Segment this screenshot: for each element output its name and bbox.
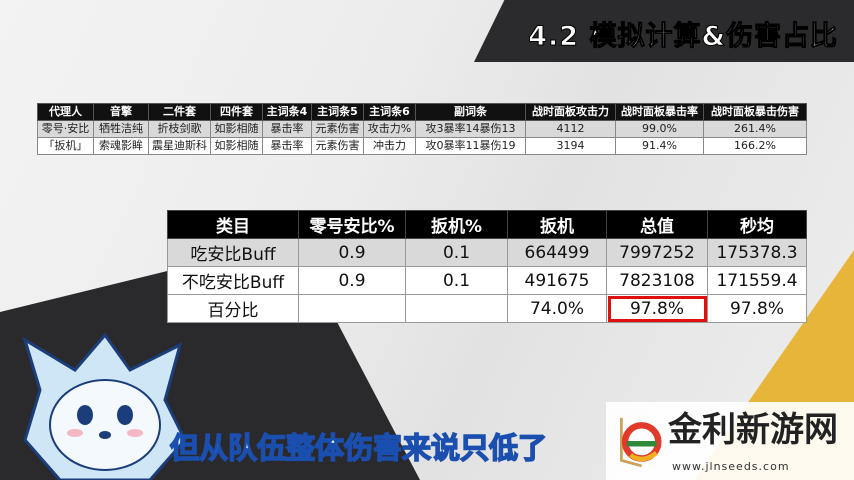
col-header: 秒均 [707,210,807,239]
build-table: 代理人 音擎 二件套 四件套 主词条4 主词条5 主词条6 副词条 战时面板攻击… [37,103,807,155]
col-header: 战时面板暴击率 [615,103,704,121]
damage-table: 类目 零号安比% 扳机% 扳机 总值 秒均 吃安比Buff 0.9 0.1 66… [167,210,807,323]
cell: 攻0暴率11暴伤19 [415,137,526,155]
cell: 索魂影眸 [93,137,149,155]
cell: 99.0% [615,120,704,138]
cell: 0.9 [298,266,406,295]
cell: 74.0% [507,294,607,323]
cell: 如影相随 [210,120,263,138]
table-row: 「扳机」 索魂影眸 震星迪斯科 如影相随 暴击率 元素伤害 冲击力 攻0暴率11… [37,137,807,155]
table-header-row: 代理人 音擎 二件套 四件套 主词条4 主词条5 主词条6 副词条 战时面板攻击… [37,103,807,121]
cell: 如影相随 [210,137,263,155]
col-header: 类目 [167,210,299,239]
cell: 7997252 [606,238,708,267]
col-header: 四件套 [210,103,263,121]
col-header: 战时面板暴击伤害 [703,103,807,121]
table-row: 零号·安比 牺牲洁纯 折枝剑歌 如影相随 暴击率 元素伤害 攻击力% 攻3暴率1… [37,120,807,138]
cell: 牺牲洁纯 [93,120,149,138]
cell: 664499 [507,238,607,267]
cell: 0.9 [298,238,406,267]
cell: 3194 [525,137,616,155]
watermark-name: 金利新游网 [668,410,838,450]
cell [298,294,406,323]
table-row: 吃安比Buff 0.9 0.1 664499 7997252 175378.3 [167,238,807,267]
cell: 元素伤害 [311,137,364,155]
cell: 97.8% [707,294,807,323]
col-header: 音擎 [93,103,149,121]
table-header-row: 类目 零号安比% 扳机% 扳机 总值 秒均 [167,210,807,239]
cell: 零号·安比 [37,120,94,138]
slide-title: 4.2 模拟计算&伤害占比 [528,21,838,53]
cell: 攻击力% [363,120,416,138]
cell: 暴击率 [262,120,312,138]
cell: 震星迪斯科 [148,137,211,155]
cell: 元素伤害 [311,120,364,138]
cell: 冲击力 [363,137,416,155]
title-banner [474,0,854,62]
col-header: 扳机% [405,210,508,239]
col-header: 二件套 [148,103,211,121]
cell: 0.1 [405,238,508,267]
cell [405,294,508,323]
cell: 4112 [525,120,616,138]
cell: 暴击率 [262,137,312,155]
cell: 171559.4 [707,266,807,295]
col-header: 总值 [606,210,708,239]
cell: 吃安比Buff [167,238,299,267]
cell: 「扳机」 [37,137,94,155]
cell: 261.4% [703,120,807,138]
cell: 166.2% [703,137,807,155]
col-header: 零号安比% [298,210,406,239]
col-header: 主词条6 [363,103,416,121]
cell: 折枝剑歌 [148,120,211,138]
cell: 91.4% [615,137,704,155]
col-header: 副词条 [415,103,526,121]
watermark-logo: 金利新游网 www.jlnseeds.com [606,402,854,480]
col-header: 主词条5 [311,103,364,121]
mascot-wolf-icon [22,332,187,480]
subtitle: 但从队伍整体伤害来说只低了 [169,430,548,466]
table-row: 百分比 74.0% 97.8% 97.8% [167,294,807,323]
cell: 175378.3 [707,238,807,267]
logo-e-icon [620,417,662,468]
cell: 不吃安比Buff [167,266,299,295]
col-header: 代理人 [37,103,94,121]
col-header: 扳机 [507,210,607,239]
table-row: 不吃安比Buff 0.9 0.1 491675 7823108 171559.4 [167,266,807,295]
col-header: 战时面板攻击力 [525,103,616,121]
cell: 491675 [507,266,607,295]
watermark-url: www.jlnseeds.com [672,460,790,473]
col-header: 主词条4 [262,103,312,121]
cell: 7823108 [606,266,708,295]
highlighted-cell: 97.8% [606,294,708,323]
cell: 攻3暴率14暴伤13 [415,120,526,138]
cell: 百分比 [167,294,299,323]
cell: 0.1 [405,266,508,295]
